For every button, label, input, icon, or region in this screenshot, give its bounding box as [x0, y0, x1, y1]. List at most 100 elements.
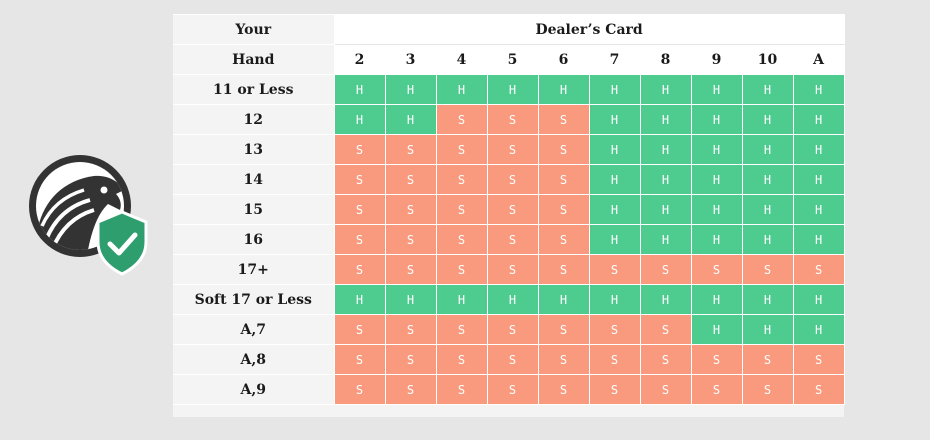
stand-cell: S — [690, 374, 743, 405]
stand-cell: S — [435, 104, 488, 135]
dealer-card-label: 6 — [537, 44, 590, 75]
stand-cell: S — [435, 314, 488, 345]
hit-cell: H — [792, 224, 845, 255]
stand-cell: S — [333, 344, 386, 375]
hit-cell: H — [537, 74, 590, 105]
stand-cell: S — [333, 314, 386, 345]
table-row: A,9 S S S S S S S S S S — [173, 374, 845, 405]
stand-cell: S — [435, 164, 488, 195]
dealer-card-label: 7 — [588, 44, 641, 75]
player-hand-label: 13 — [173, 134, 335, 165]
table-row: 11 or Less H H H H H H H H H H — [173, 74, 845, 105]
stand-cell: S — [537, 194, 590, 225]
stand-cell: S — [537, 374, 590, 405]
hit-cell: H — [741, 104, 794, 135]
hit-cell: H — [690, 314, 743, 345]
stand-cell: S — [435, 374, 488, 405]
stand-cell: S — [486, 374, 539, 405]
hit-cell: H — [690, 284, 743, 315]
table-row: A,8 S S S S S S S S S S — [173, 344, 845, 375]
stand-cell: S — [639, 254, 692, 285]
stand-cell: S — [690, 344, 743, 375]
stand-cell: S — [333, 254, 386, 285]
stand-cell: S — [486, 224, 539, 255]
stand-cell: S — [486, 314, 539, 345]
stand-cell: S — [792, 374, 845, 405]
stand-cell: S — [384, 314, 437, 345]
stand-cell: S — [741, 344, 794, 375]
hit-cell: H — [741, 314, 794, 345]
hit-cell: H — [690, 74, 743, 105]
table-row: 16 S S S S S H H H H H — [173, 224, 845, 255]
hit-cell: H — [792, 164, 845, 195]
stand-cell: S — [792, 344, 845, 375]
hit-cell: H — [741, 224, 794, 255]
stand-cell: S — [333, 194, 386, 225]
stand-cell: S — [384, 164, 437, 195]
table-row: A,7 S S S S S S S H H H — [173, 314, 845, 345]
hit-cell: H — [639, 164, 692, 195]
hit-cell: H — [741, 134, 794, 165]
player-hand-label: 17+ — [173, 254, 335, 285]
stand-cell: S — [588, 344, 641, 375]
hit-cell: H — [537, 284, 590, 315]
strategy-body: 11 or Less H H H H H H H H H H 12 H H S S S H H H H H 13 S S S S S H… — [173, 74, 845, 405]
stand-cell: S — [588, 314, 641, 345]
hit-cell: H — [741, 74, 794, 105]
dealer-card-label: 4 — [435, 44, 488, 75]
player-hand-label: A,7 — [173, 314, 335, 345]
stand-cell: S — [435, 134, 488, 165]
stand-cell: S — [333, 134, 386, 165]
hit-cell: H — [690, 164, 743, 195]
table-row: 14 S S S S S H H H H H — [173, 164, 845, 195]
hit-cell: H — [639, 224, 692, 255]
dealer-card-label: 3 — [384, 44, 437, 75]
hit-cell: H — [741, 284, 794, 315]
hit-cell: H — [690, 194, 743, 225]
stand-cell: S — [384, 134, 437, 165]
hit-cell: H — [588, 134, 641, 165]
stand-cell: S — [384, 374, 437, 405]
player-hand-label: 12 — [173, 104, 335, 135]
strategy-table: Your Dealer’s Card Hand 2 3 4 5 6 7 8 9 10 A 11 o… — [173, 14, 845, 405]
hit-cell: H — [588, 104, 641, 135]
hit-cell: H — [792, 284, 845, 315]
hit-cell: H — [435, 284, 488, 315]
table-row: Soft 17 or Less H H H H H H H H H H — [173, 284, 845, 315]
hit-cell: H — [588, 224, 641, 255]
hit-cell: H — [639, 194, 692, 225]
stand-cell: S — [486, 344, 539, 375]
hit-cell: H — [588, 164, 641, 195]
your-hand-header-bottom: Hand — [173, 44, 335, 75]
hit-cell: H — [486, 74, 539, 105]
stand-cell: S — [384, 344, 437, 375]
hit-cell: H — [690, 134, 743, 165]
shield-check-icon — [96, 210, 148, 276]
table-row: 17+ S S S S S S S S S S — [173, 254, 845, 285]
stand-cell: S — [435, 224, 488, 255]
hit-cell: H — [588, 74, 641, 105]
player-hand-label: Soft 17 or Less — [173, 284, 335, 315]
dealer-card-label: 2 — [333, 44, 386, 75]
hit-cell: H — [333, 104, 386, 135]
dealer-card-label: 10 — [741, 44, 794, 75]
hit-cell: H — [588, 284, 641, 315]
stand-cell: S — [639, 314, 692, 345]
stand-cell: S — [333, 224, 386, 255]
table-row: 12 H H S S S H H H H H — [173, 104, 845, 135]
dealer-card-label: 8 — [639, 44, 692, 75]
player-hand-label: 15 — [173, 194, 335, 225]
hit-cell: H — [690, 104, 743, 135]
hit-cell: H — [639, 74, 692, 105]
stand-cell: S — [384, 194, 437, 225]
stand-cell: S — [537, 254, 590, 285]
stand-cell: S — [588, 254, 641, 285]
stand-cell: S — [435, 344, 488, 375]
stand-cell: S — [741, 374, 794, 405]
hit-cell: H — [384, 104, 437, 135]
hit-cell: H — [486, 284, 539, 315]
hit-cell: H — [639, 134, 692, 165]
stand-cell: S — [588, 374, 641, 405]
hit-cell: H — [333, 284, 386, 315]
hit-cell: H — [792, 194, 845, 225]
